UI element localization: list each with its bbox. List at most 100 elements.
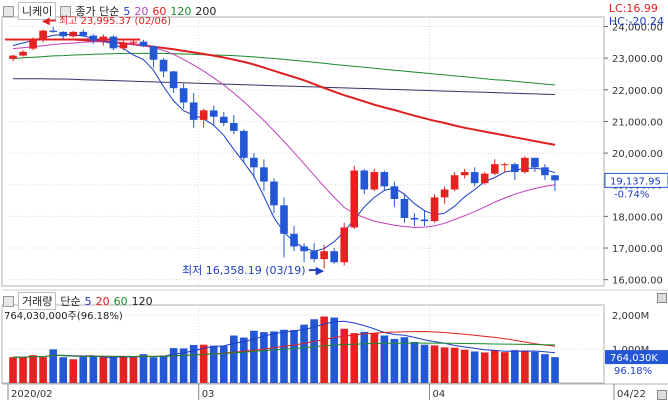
ma-20-label[interactable]: 20 [134, 4, 149, 18]
current-change-label: -0.74% [614, 189, 649, 200]
volume-bar [400, 337, 409, 383]
symbol-selector[interactable]: 니케이 [18, 2, 57, 20]
candle [410, 213, 419, 226]
candle-body [320, 251, 328, 260]
scroll-corner-icon[interactable] [657, 390, 667, 400]
candle-body [240, 130, 248, 158]
volume-bar [500, 352, 509, 383]
vol-ma-120[interactable]: 120 [131, 294, 153, 308]
candle-body [410, 217, 419, 220]
volume-bar [189, 345, 198, 383]
volume-bar [9, 357, 17, 383]
volume-bar [450, 347, 459, 383]
candle-body [330, 251, 338, 263]
candle [330, 248, 338, 264]
volume-bar [310, 319, 318, 383]
candle-body [89, 35, 98, 41]
candle [470, 167, 479, 187]
candle [290, 225, 298, 252]
limit-readout: LC:16.99 HC:-20.24 [609, 2, 664, 28]
volume-bar [290, 330, 298, 383]
volume-bar [260, 332, 268, 383]
candle [521, 156, 529, 174]
price-panel[interactable] [5, 26, 559, 269]
price-tick-label: 17,000.00 [612, 244, 663, 255]
candle-body [541, 167, 549, 176]
volume-bar [320, 316, 328, 383]
volume-bar [169, 348, 178, 383]
candle [541, 164, 549, 180]
axes: 24,000.00 23,000.00 22,000.00 21,000.00 20,0… [7, 22, 668, 400]
volume-bar [59, 357, 68, 383]
volume-bar [490, 350, 499, 383]
price-tick-label: 18,000.00 [612, 212, 663, 223]
volume-collapse-icon[interactable] [657, 293, 667, 303]
volume-bar [541, 354, 549, 383]
candle-body [119, 42, 128, 49]
high-annotation: ◀━ 최고 23,995.37 (02/06) [42, 16, 172, 27]
volume-bar [300, 324, 308, 383]
volume-bar [199, 344, 208, 383]
candle [270, 178, 278, 214]
candle [511, 162, 519, 180]
candle-body [420, 219, 429, 222]
candle [89, 34, 98, 44]
current-price-label: 19,137.95 [610, 176, 661, 187]
candle [480, 172, 489, 185]
candle-body [380, 172, 389, 187]
volume-ma-line [13, 320, 556, 358]
candle [490, 159, 499, 176]
price-tick-label: 21,000.00 [612, 117, 663, 128]
candle-body [511, 164, 519, 173]
candle [420, 210, 429, 226]
vol-ma-5[interactable]: 5 [84, 294, 92, 308]
candle [531, 157, 539, 173]
candle [400, 194, 409, 223]
volume-selector[interactable]: 거래량 [18, 292, 57, 310]
vol-ma-20[interactable]: 20 [95, 294, 110, 308]
settings-icon[interactable] [60, 5, 72, 17]
ma-60-label[interactable]: 60 [152, 4, 167, 18]
current-volume-box [605, 350, 668, 365]
candle [59, 31, 68, 40]
current-volume-pct: 96.18% [614, 366, 652, 377]
volume-bar [270, 331, 278, 383]
volume-bar [350, 333, 359, 383]
volume-bar [551, 357, 559, 383]
ma-200-label[interactable]: 200 [195, 4, 217, 18]
candle-body [59, 31, 68, 37]
volume-ma-line [13, 342, 556, 358]
candle-body [109, 36, 118, 49]
volume-bar [159, 355, 168, 383]
volume-bar [531, 351, 539, 383]
volume-bar [360, 331, 369, 383]
volume-bar [69, 359, 78, 383]
ma-120-label[interactable]: 120 [170, 4, 192, 18]
volume-bar [89, 356, 98, 383]
candle [179, 83, 188, 109]
high-arrow-icon: ◀━ [42, 16, 56, 27]
candle-body [310, 251, 318, 260]
candle-body [39, 30, 47, 41]
ma-5-label[interactable]: 5 [123, 4, 131, 18]
candle-body [230, 123, 238, 131]
date-tick-label: 2020/02 [11, 389, 53, 400]
volume-panel[interactable] [9, 316, 559, 383]
low-annotation: 최저 16,358.19 (03/19) ━▶ [182, 264, 325, 277]
volume-bar [99, 357, 108, 383]
volume-bar [139, 354, 148, 383]
price-tick-label: 24,000.00 [612, 22, 663, 33]
candle [240, 129, 248, 163]
candle-body [159, 59, 168, 72]
candle [250, 153, 258, 179]
candle [149, 45, 158, 68]
candle-body [430, 197, 439, 222]
candle-body [139, 41, 148, 47]
menu-icon[interactable] [3, 5, 14, 17]
volume-bar [39, 357, 47, 383]
candle [19, 50, 27, 57]
volume-menu-icon[interactable] [3, 295, 14, 307]
vol-ma-60[interactable]: 60 [113, 294, 128, 308]
candle [9, 54, 17, 62]
candle [380, 170, 389, 192]
